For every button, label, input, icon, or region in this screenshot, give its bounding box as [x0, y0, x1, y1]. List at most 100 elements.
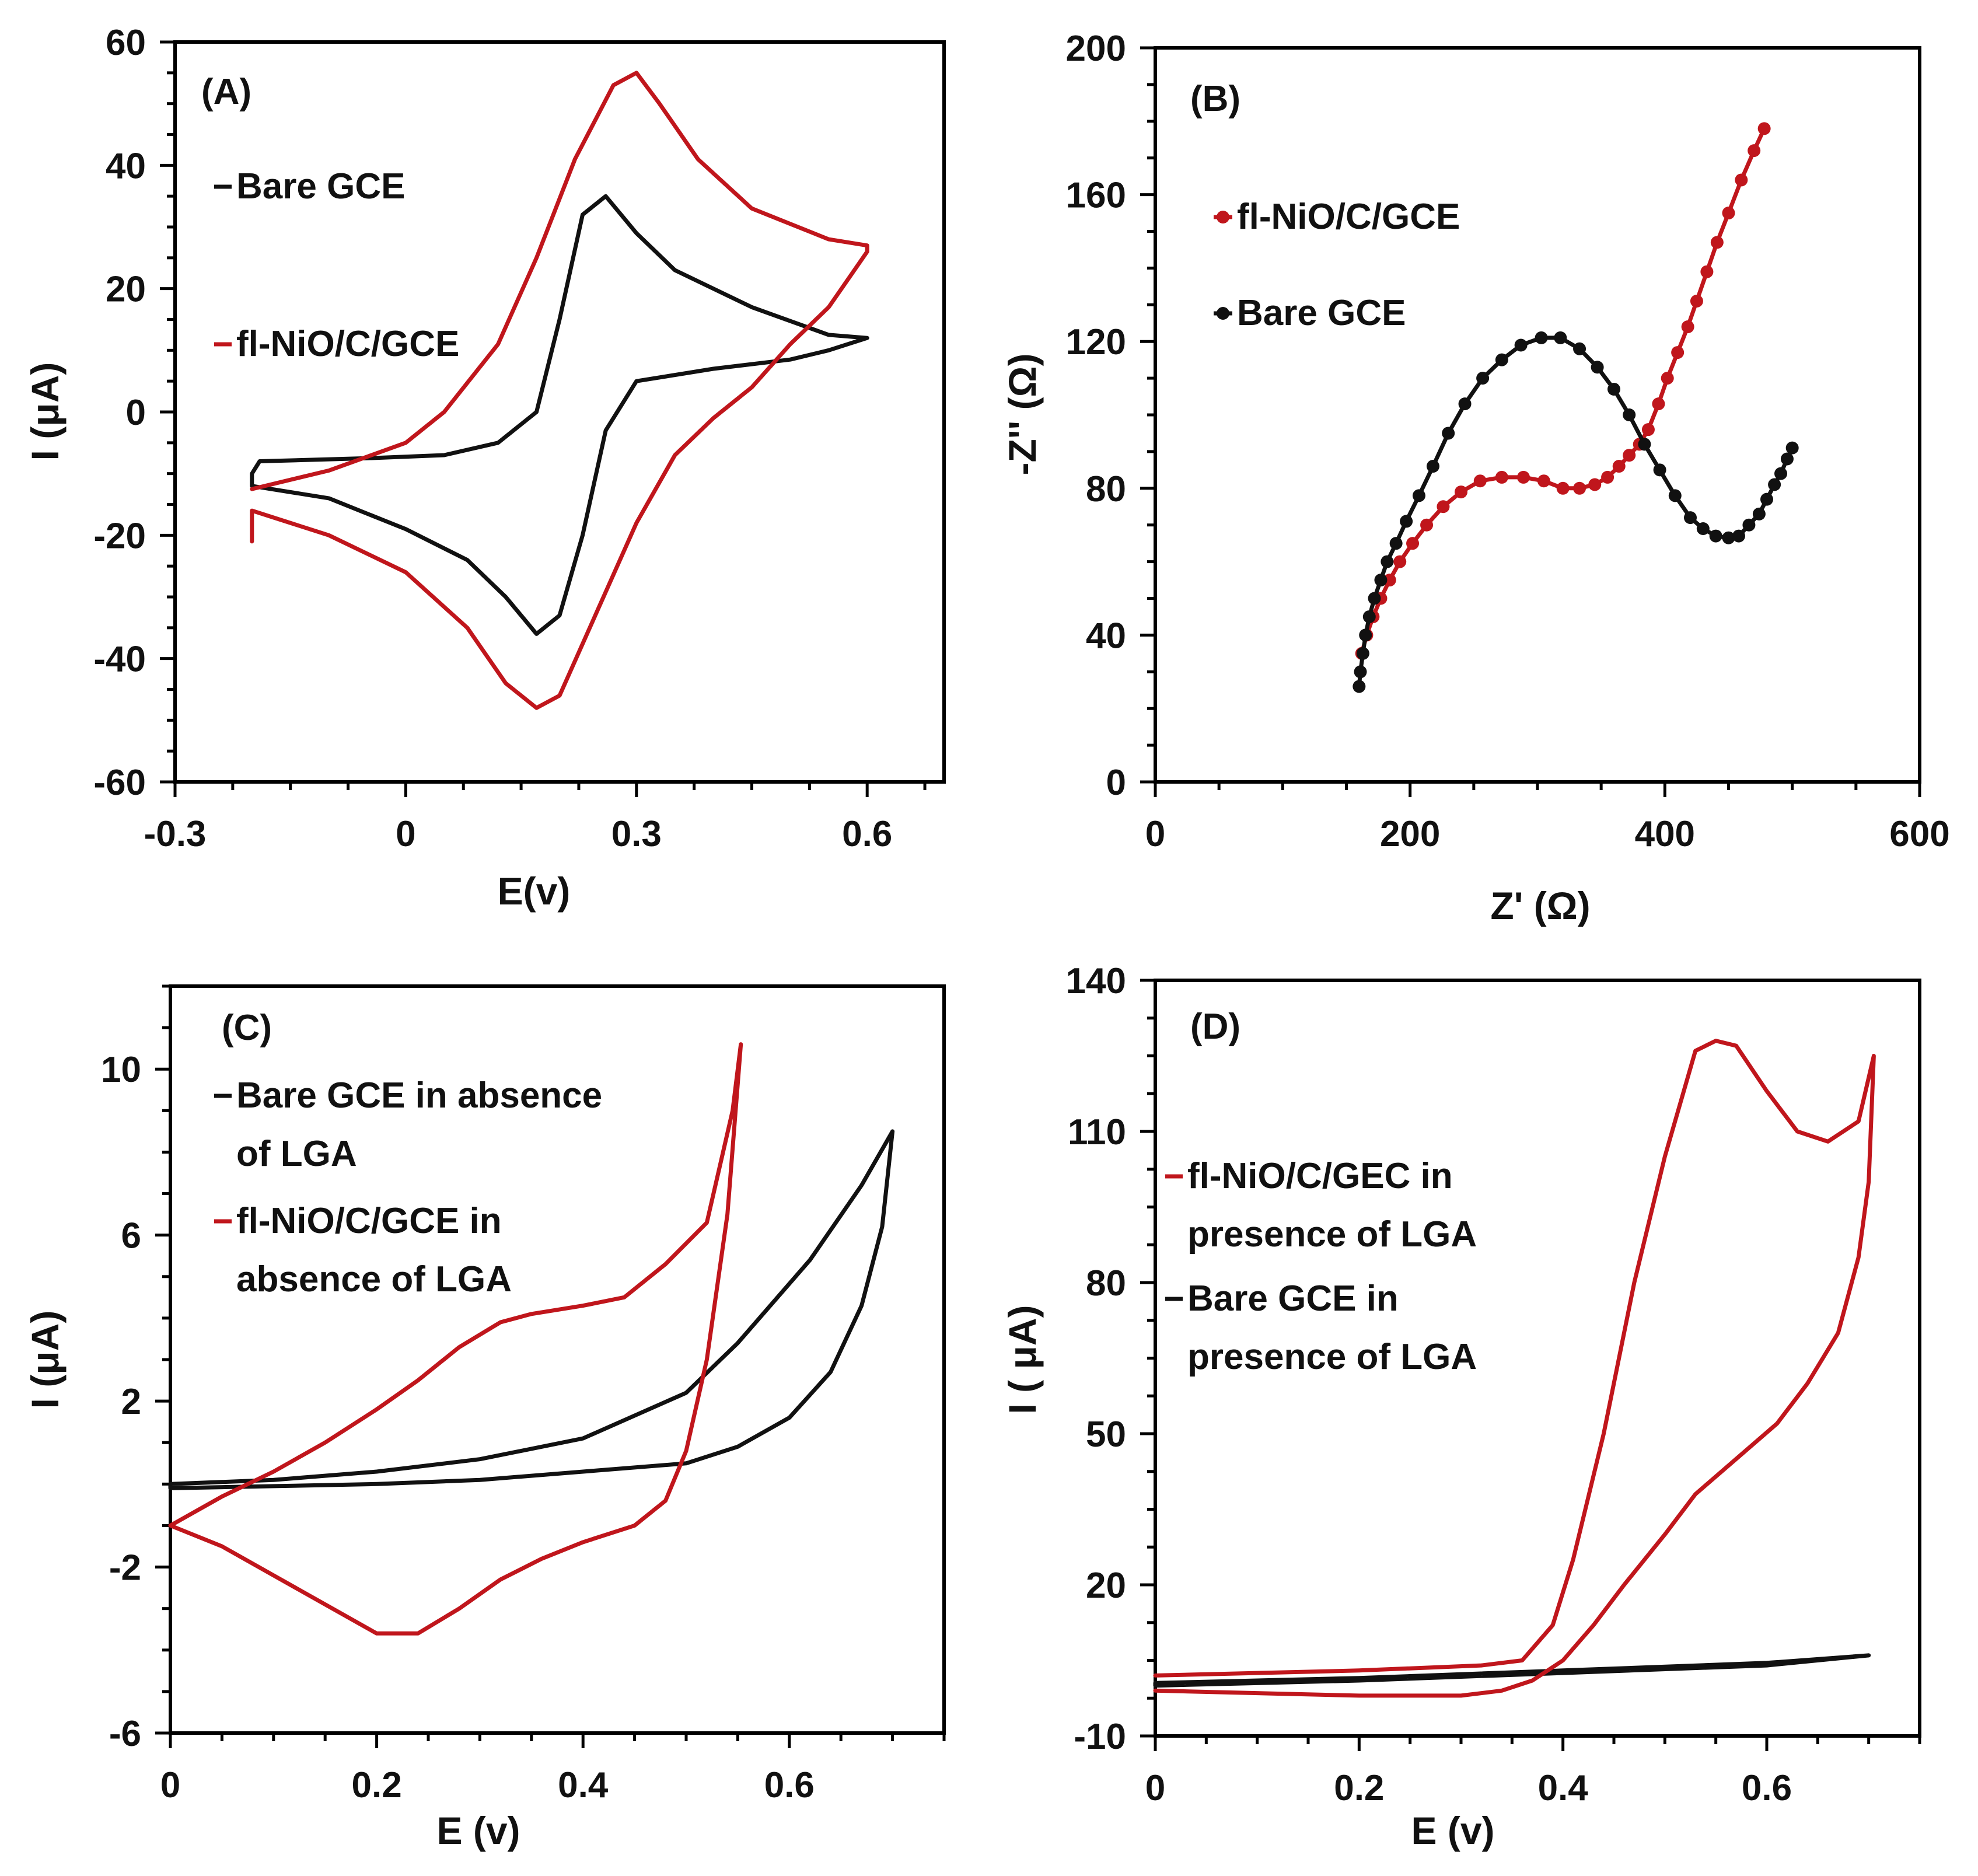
data-point [1760, 492, 1773, 506]
data-point [1495, 470, 1508, 484]
data-point [1442, 427, 1455, 440]
y-tick-label: -10 [1074, 1717, 1126, 1757]
chart-panel-4: 0 0.2 0.4 0.6 -10 20 50 80 110 140 E (v) I ( μA) (D)… [1001, 961, 1921, 1852]
y-tick-label: 40 [1086, 616, 1126, 656]
x-tick-label: 200 [1380, 814, 1440, 854]
data-point [1535, 331, 1548, 344]
data-point [1537, 474, 1550, 488]
data-point [1696, 522, 1710, 535]
data-point [1588, 478, 1602, 491]
data-point [1426, 460, 1439, 473]
x-tick-label: 600 [1889, 814, 1949, 854]
x-axis-title: E (v) [436, 1809, 520, 1852]
chart-panel-3: 0 0.2 0.4 0.6 -6 -2 2 6 10 E (v) I (μA) (C) Bare GCE… [23, 984, 946, 1852]
data-point [1353, 680, 1366, 693]
data-point [1700, 265, 1714, 278]
legend-label: of LGA [236, 1134, 357, 1174]
x-tick-label: 0.4 [1538, 1768, 1589, 1808]
x-tick-label: 0.6 [764, 1765, 815, 1805]
x-axis-title: E (v) [1411, 1809, 1494, 1852]
x-tick-label: 400 [1635, 814, 1695, 854]
data-point [1514, 338, 1528, 352]
y-tick-label: 160 [1066, 176, 1126, 216]
y-axis-title: I (μA) [23, 362, 67, 461]
y-tick-label: 120 [1066, 322, 1126, 362]
data-point [1362, 610, 1376, 623]
x-axis-title: Z' (Ω) [1490, 884, 1590, 927]
plot-frame [173, 40, 946, 784]
x-tick-label: 0.2 [351, 1765, 401, 1805]
y-axis-title: I ( μA) [1001, 1305, 1044, 1414]
chart-panel-2: 0 200 400 600 0 40 80 120 160 200 Z' (Ω) -Z'' (Ω) (B… [1001, 29, 1950, 927]
chart-panel-1: -0.3 0 0.3 0.6 -60 -40 -20 0 20 40 60 E(v) I (μA) (A)… [23, 23, 946, 913]
y-tick-label: 2 [121, 1382, 141, 1422]
x-tick-label: 0.6 [1742, 1768, 1792, 1808]
y-tick-label: 140 [1066, 961, 1126, 1001]
data-point [1556, 481, 1570, 495]
y-tick-label: 60 [106, 23, 146, 63]
data-point [1653, 463, 1666, 477]
data-point [1623, 449, 1636, 462]
y-tick-label: 6 [121, 1216, 141, 1256]
legend-label: fl-NiO/C/GEC in [1187, 1156, 1453, 1196]
panel-label: (A) [201, 72, 251, 112]
data-point [1412, 489, 1425, 502]
data-point [1420, 518, 1434, 532]
data-point [1573, 481, 1586, 495]
data-point [1573, 342, 1586, 355]
legend-label: presence of LGA [1187, 1214, 1477, 1255]
y-tick-label: 10 [101, 1050, 141, 1090]
data-point [1638, 438, 1651, 451]
panel-label: (B) [1190, 79, 1240, 119]
data-point [1554, 331, 1567, 344]
data-point [1354, 665, 1367, 679]
data-point [1768, 478, 1781, 491]
x-tick-label: 0 [396, 814, 415, 854]
data-point [1641, 423, 1655, 436]
data-point [1780, 452, 1794, 466]
data-point [1476, 372, 1490, 385]
legend-label: absence of LGA [236, 1259, 512, 1299]
data-point [1458, 397, 1472, 411]
data-point [1374, 574, 1388, 587]
x-tick-label: 0.4 [558, 1765, 609, 1805]
panel-label: (C) [222, 1008, 272, 1048]
plot-frame [1154, 46, 1921, 784]
y-tick-label: 200 [1066, 29, 1126, 69]
series-line-2 [1153, 1039, 1876, 1698]
data-point [1607, 382, 1620, 396]
data-point [1356, 647, 1369, 660]
series-line-2 [1357, 336, 1795, 689]
legend-label: fl-NiO/C/GCE in [236, 1201, 502, 1241]
legend-swatch-dot [1217, 307, 1229, 320]
legend-label: fl-NiO/C/GCE [1237, 197, 1460, 237]
data-point [1710, 236, 1724, 249]
series-line-1 [1153, 1653, 1871, 1688]
data-point [1437, 500, 1450, 513]
data-point [1455, 485, 1467, 499]
y-tick-label: 0 [1106, 763, 1126, 803]
data-point [1359, 628, 1372, 642]
data-point [1516, 470, 1530, 484]
legend-swatch-dot [1217, 211, 1229, 223]
y-tick-label: 110 [1068, 1112, 1126, 1152]
data-point [1785, 441, 1799, 455]
data-point [1652, 397, 1665, 411]
data-point [1612, 460, 1626, 473]
y-tick-label: 50 [1086, 1414, 1126, 1455]
y-tick-label: -6 [109, 1714, 141, 1754]
series-line-2 [168, 1042, 743, 1636]
y-tick-label: 20 [106, 270, 146, 310]
y-axis-title: I (μA) [23, 1311, 67, 1409]
data-point [1684, 511, 1697, 525]
data-point [1668, 489, 1682, 502]
series-line-1 [250, 194, 869, 636]
y-tick-label: 20 [1086, 1566, 1126, 1606]
legend-label: Bare GCE in [1187, 1278, 1399, 1319]
x-tick-label: 0 [1145, 1768, 1165, 1808]
y-tick-label: -60 [93, 763, 146, 803]
y-axis-title: -Z'' (Ω) [1001, 354, 1044, 476]
x-tick-label: 0.6 [842, 814, 892, 854]
data-point [1742, 518, 1756, 532]
